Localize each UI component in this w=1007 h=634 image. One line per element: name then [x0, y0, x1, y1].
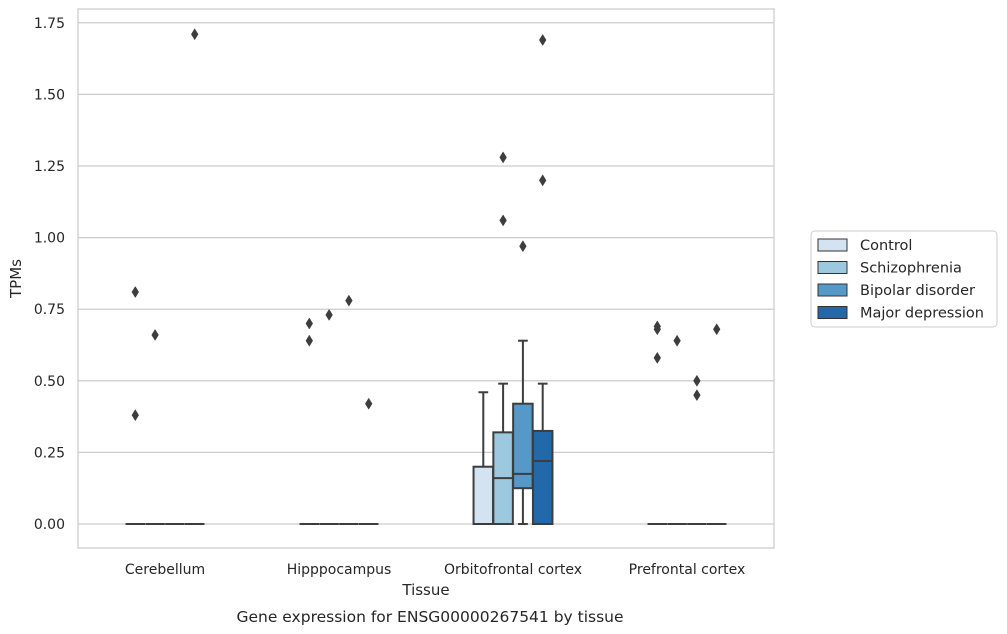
- x-tick-labels: Cerebellum Hipppocampus Orbitofrontal cort…: [125, 562, 745, 578]
- box-group: [492, 151, 514, 525]
- box-group: [299, 317, 320, 525]
- x-tick-label: Orbitofrontal cortex: [444, 562, 582, 578]
- box-group: [184, 28, 205, 525]
- box-group: [667, 334, 687, 525]
- y-tick-label: 1.50: [34, 87, 65, 103]
- legend-swatch: [817, 261, 848, 274]
- outlier-point: [345, 294, 353, 307]
- box-group: [358, 397, 379, 525]
- box: [512, 402, 534, 490]
- grid-lines: [78, 22, 774, 525]
- y-tick-labels: 0.00 0.25 0.50 0.75 1.00 1.25 1.50 1.75: [34, 16, 65, 533]
- box-group: [319, 308, 339, 525]
- legend-swatch: [817, 283, 848, 297]
- box-group: [531, 34, 554, 526]
- box-group: [647, 320, 668, 525]
- x-tick-label: Cerebellum: [125, 562, 205, 578]
- box-group: [472, 391, 495, 525]
- outlier-point: [519, 240, 527, 253]
- legend-label: Major depression: [860, 306, 984, 322]
- box-group: [687, 374, 707, 525]
- outlier-point: [693, 389, 701, 402]
- legend-frame: [810, 230, 998, 328]
- chart-caption: Gene expression for ENSG00000267541 by t…: [236, 608, 623, 626]
- y-tick-label: 1.75: [34, 16, 65, 32]
- y-tick-label: 1.25: [34, 159, 65, 175]
- outlier-point: [131, 286, 139, 298]
- x-tick-label: Hipppocampus: [287, 562, 392, 578]
- legend-label: Bipolar disorder: [860, 283, 975, 299]
- outlier-point: [191, 28, 199, 41]
- box: [531, 429, 554, 526]
- outlier-point: [499, 214, 507, 227]
- outlier-point: [539, 174, 547, 187]
- box-group: [145, 329, 165, 525]
- box-group: [512, 240, 534, 525]
- plot-frame: [77, 8, 775, 549]
- box: [472, 465, 495, 525]
- box-group: [706, 323, 727, 525]
- legend-label: Control: [860, 238, 912, 254]
- legend-swatch: [817, 306, 848, 319]
- box-plot-series: [125, 28, 727, 526]
- y-tick-label: 1.00: [34, 231, 65, 247]
- outlier-point: [713, 323, 721, 336]
- legend: Control Schizophrenia Bipolar disorder Majo…: [810, 230, 998, 328]
- legend-label: Schizophrenia: [860, 261, 962, 277]
- outlier-point: [305, 317, 313, 330]
- box-group: [339, 294, 359, 525]
- y-tick-label: 0.50: [34, 374, 65, 390]
- outlier-point: [305, 334, 313, 347]
- y-tick-label: 0.25: [34, 445, 65, 461]
- box-group: [125, 286, 146, 525]
- outlier-point: [131, 409, 139, 422]
- x-axis-title: Tissue: [401, 581, 449, 599]
- y-axis-title: TPMs: [7, 259, 25, 299]
- y-tick-label: 0.75: [34, 302, 65, 318]
- outlier-point: [499, 151, 507, 164]
- outlier-point: [653, 320, 661, 333]
- outlier-point: [325, 308, 333, 321]
- outlier-point: [365, 397, 373, 410]
- legend-swatch: [817, 238, 848, 252]
- outlier-point: [673, 334, 681, 347]
- outlier-point: [539, 34, 547, 46]
- outlier-point: [151, 329, 159, 341]
- outlier-point: [653, 351, 661, 364]
- outlier-point: [693, 374, 701, 387]
- y-tick-label: 0.00: [34, 517, 65, 533]
- x-tick-label: Prefrontal cortex: [629, 562, 746, 578]
